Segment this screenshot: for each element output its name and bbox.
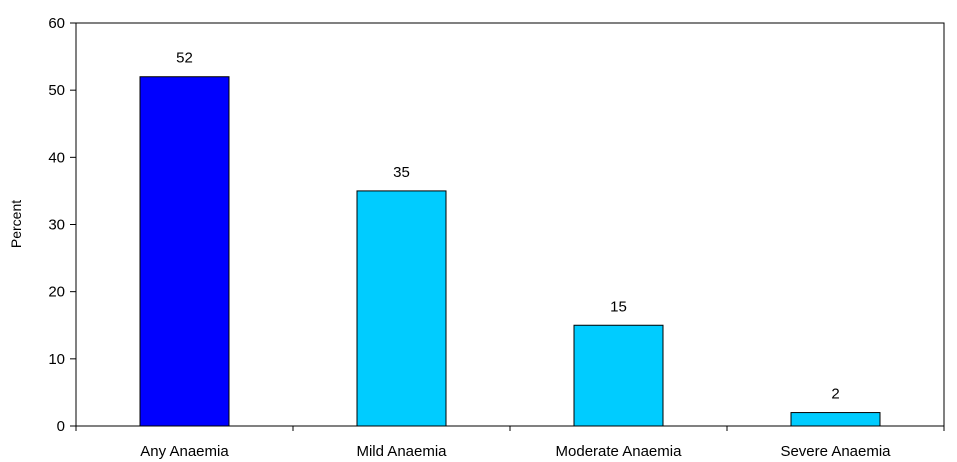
y-tick-label: 10 [48, 351, 65, 368]
y-axis-title: Percent [8, 200, 24, 248]
x-category-label: Moderate Anaemia [556, 443, 683, 460]
data-label: 2 [831, 386, 839, 403]
bar [790, 412, 881, 427]
bar [356, 190, 447, 427]
data-label: 52 [176, 50, 193, 67]
data-label: 15 [610, 298, 627, 315]
y-tick-label: 0 [57, 418, 65, 435]
bars-group [139, 76, 881, 427]
y-tick-label: 20 [48, 284, 65, 301]
data-label: 35 [393, 164, 410, 181]
y-tick-label: 60 [48, 15, 65, 32]
data-labels-group: 52 35 15 2 [176, 50, 840, 403]
x-category-label: Any Anaemia [140, 443, 229, 460]
bar [573, 324, 664, 427]
x-axis: Any Anaemia Mild Anaemia Moderate Anaemia S… [75, 426, 945, 460]
y-tick-label: 40 [48, 149, 65, 166]
y-tick-label: 50 [48, 82, 65, 99]
y-axis: 0 10 20 30 40 50 60 [48, 15, 76, 435]
x-category-label: Mild Anaemia [356, 443, 447, 460]
x-category-label: Severe Anaemia [780, 443, 891, 460]
y-tick-label: 30 [48, 217, 65, 234]
bar [139, 76, 230, 427]
